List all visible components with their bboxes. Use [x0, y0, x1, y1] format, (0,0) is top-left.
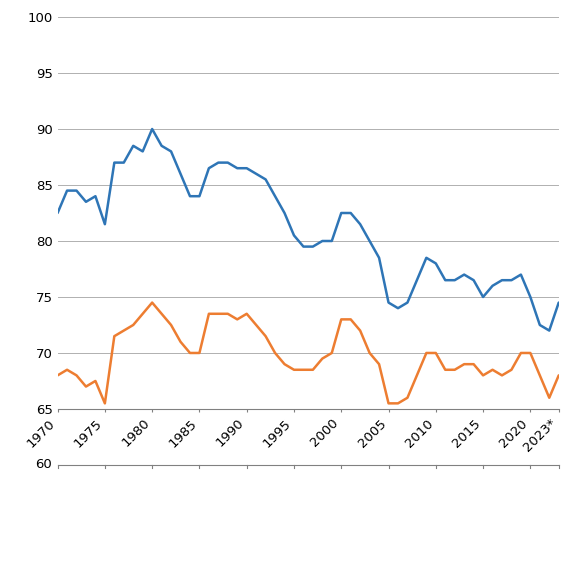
- Lønnskostnadsandel: [376, 361, 382, 367]
- Lønnskostnadsandel: [555, 372, 562, 379]
- Lønnskostnadsandel: [347, 316, 354, 323]
- Lønnskostnadsandel justert: [366, 237, 373, 244]
- Lønnskostnadsandel: [101, 400, 108, 407]
- Line: Lønnskostnadsandel justert: Lønnskostnadsandel justert: [58, 129, 559, 331]
- Line: Lønnskostnadsandel: Lønnskostnadsandel: [58, 303, 559, 403]
- Lønnskostnadsandel: [54, 372, 61, 379]
- Lønnskostnadsandel: [414, 372, 420, 379]
- Lønnskostnadsandel justert: [149, 126, 156, 132]
- Lønnskostnadsandel: [262, 333, 269, 340]
- Lønnskostnadsandel justert: [546, 327, 553, 334]
- Lønnskostnadsandel justert: [357, 221, 363, 228]
- Lønnskostnadsandel: [158, 310, 165, 317]
- Lønnskostnadsandel justert: [54, 210, 61, 216]
- Text: 60: 60: [35, 458, 52, 471]
- Lønnskostnadsandel justert: [404, 299, 411, 306]
- Lønnskostnadsandel: [149, 299, 156, 306]
- Lønnskostnadsandel justert: [139, 148, 146, 155]
- Lønnskostnadsandel justert: [253, 170, 260, 177]
- Lønnskostnadsandel: [366, 349, 373, 356]
- Lønnskostnadsandel justert: [555, 299, 562, 306]
- Lønnskostnadsandel justert: [338, 210, 344, 216]
